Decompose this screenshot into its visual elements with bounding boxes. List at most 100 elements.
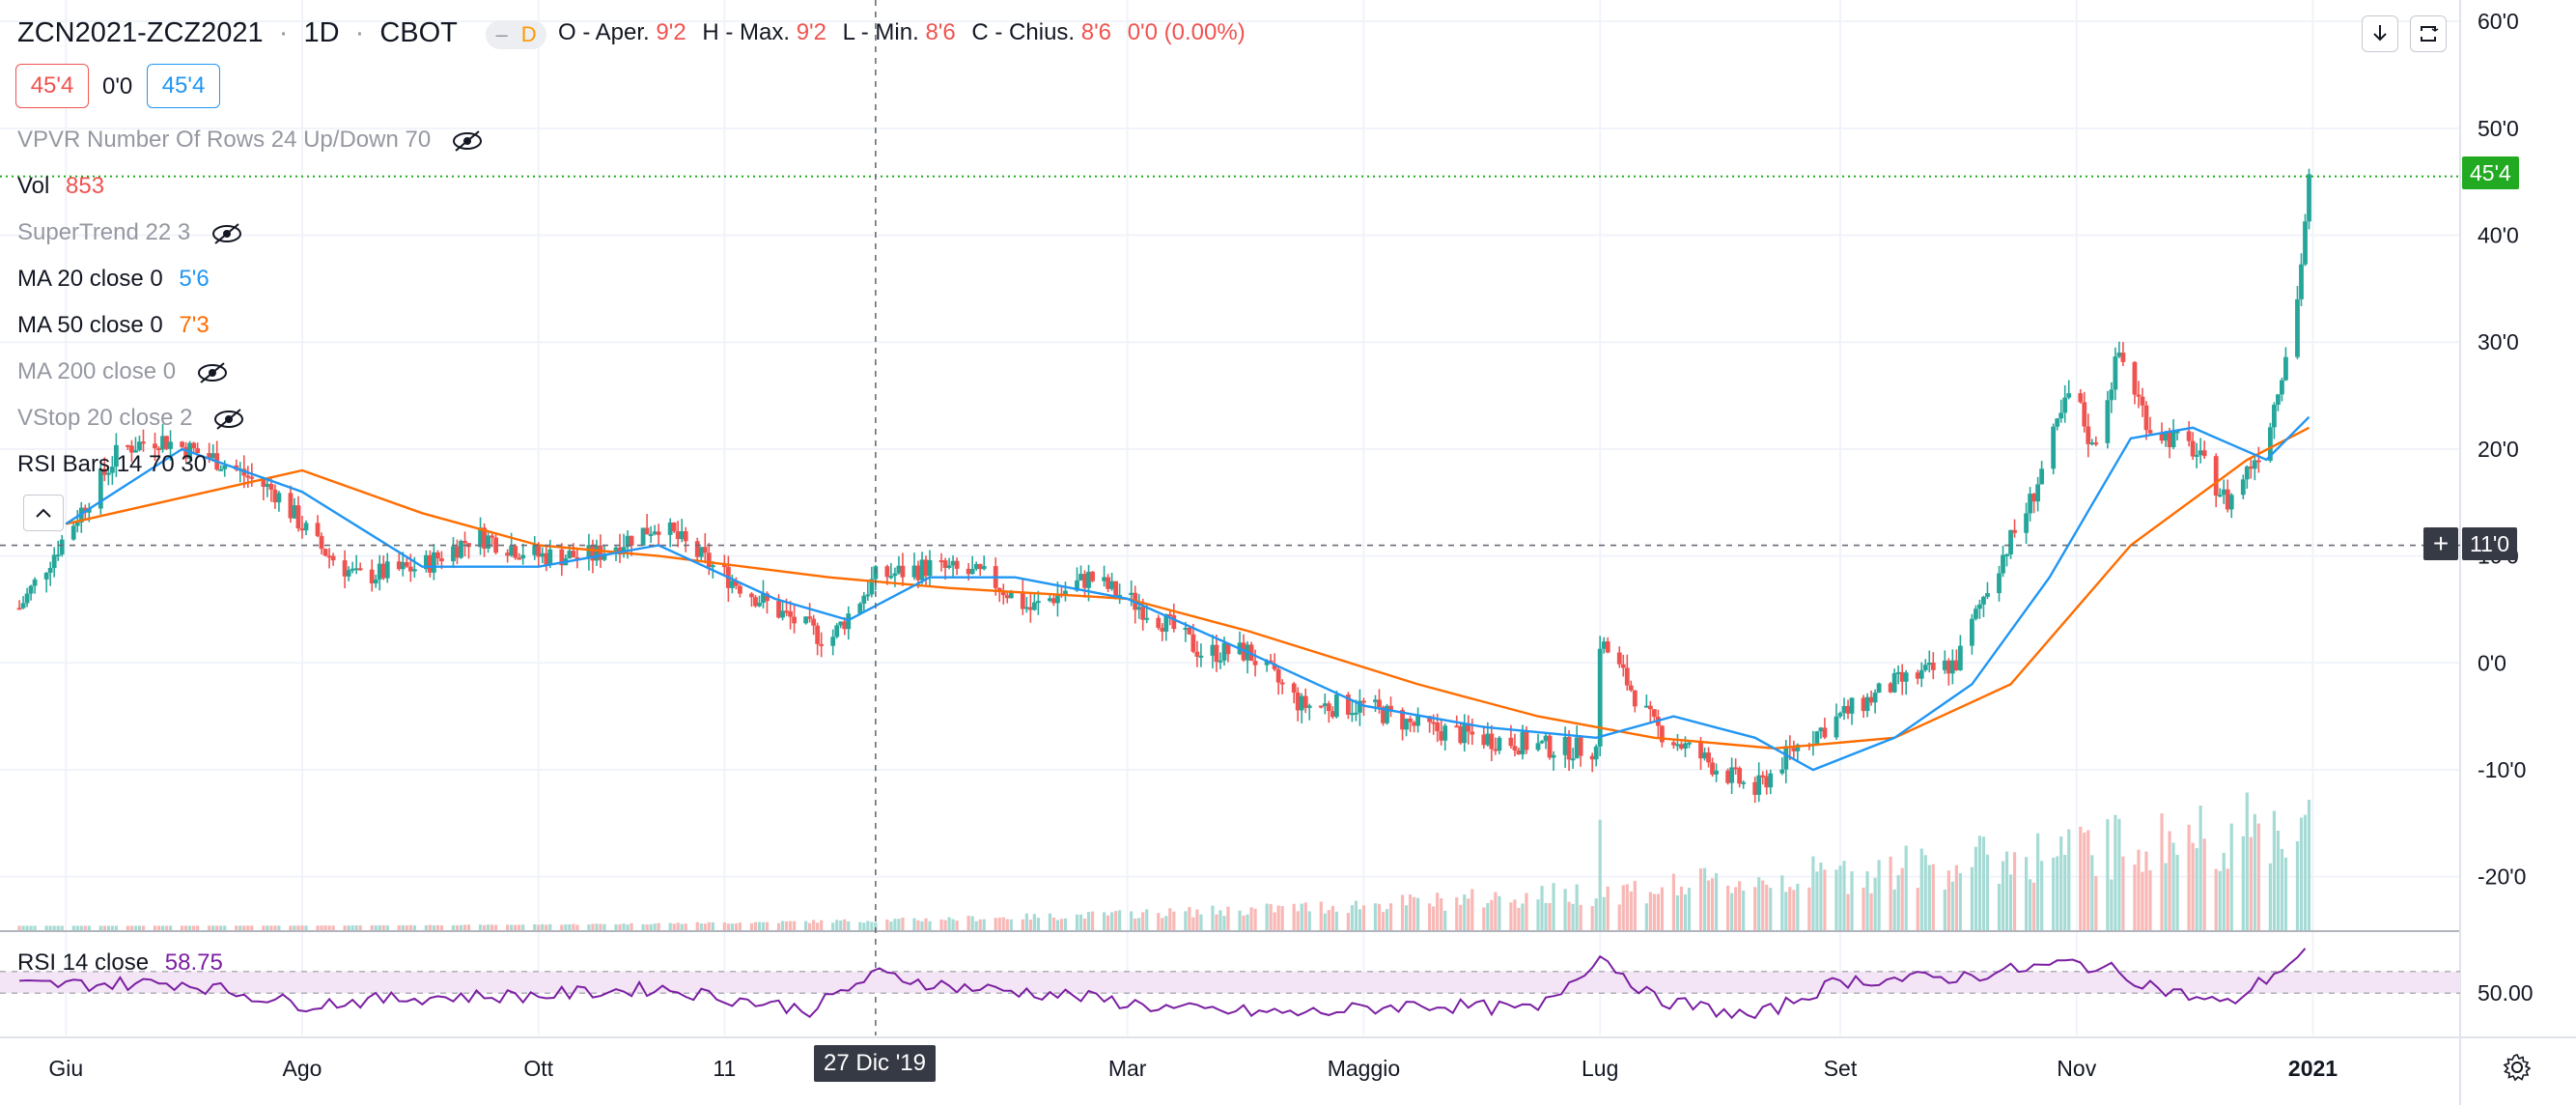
candle-body bbox=[1330, 711, 1335, 718]
add-alert-button[interactable]: + bbox=[2423, 527, 2458, 560]
candle-body bbox=[1439, 731, 1444, 741]
indicator-supertrend[interactable]: SuperTrend 22 3 bbox=[17, 218, 243, 247]
volume-bar bbox=[916, 920, 920, 930]
ask-button[interactable]: 45'4 bbox=[147, 64, 220, 108]
volume-bar bbox=[874, 921, 878, 930]
volume-bar bbox=[87, 925, 91, 930]
candle-body bbox=[1462, 722, 1468, 744]
eye-hidden-icon[interactable] bbox=[212, 408, 245, 431]
candle-body bbox=[721, 565, 727, 568]
time-axis-label: Ott bbox=[523, 1056, 553, 1081]
volume-bar bbox=[1974, 846, 1978, 930]
candle-body bbox=[656, 531, 661, 535]
high-value: 9'2 bbox=[796, 19, 826, 45]
volume-bar bbox=[2214, 868, 2218, 930]
indicator-vpvr[interactable]: VPVR Number Of Rows 24 Up/Down 70 bbox=[17, 126, 484, 155]
mode-badge[interactable]: – D bbox=[486, 20, 546, 49]
candle-body bbox=[1497, 737, 1502, 751]
candle-body bbox=[1791, 748, 1797, 751]
volume-bar bbox=[2008, 874, 2013, 930]
fullscreen-button[interactable] bbox=[2410, 15, 2447, 52]
volume-bar bbox=[126, 925, 130, 930]
candle-body bbox=[513, 546, 518, 558]
low-value: 8'6 bbox=[925, 19, 956, 45]
volume-bar bbox=[1265, 903, 1269, 930]
candle-body bbox=[2267, 427, 2273, 461]
candle-body bbox=[765, 593, 770, 602]
exchange-label: CBOT bbox=[379, 17, 458, 48]
eye-hidden-icon[interactable] bbox=[196, 361, 229, 384]
volume-bar bbox=[2063, 854, 2067, 930]
indicator-ma50[interactable]: MA 50 close 0 7'3 bbox=[17, 311, 210, 340]
indicator-vol[interactable]: Vol 853 bbox=[17, 172, 104, 201]
candle-body bbox=[923, 559, 929, 577]
candle-body bbox=[1953, 660, 1959, 670]
collapse-legend-button[interactable] bbox=[23, 495, 64, 531]
volume-bar bbox=[83, 925, 87, 930]
volume-bar bbox=[808, 922, 812, 930]
volume-bar bbox=[1330, 905, 1334, 930]
candle-body bbox=[486, 535, 490, 549]
candle-body bbox=[265, 484, 270, 487]
volume-bar bbox=[29, 925, 33, 930]
volume-bar bbox=[331, 925, 335, 930]
volume-bar bbox=[1246, 914, 1249, 930]
volume-bar bbox=[316, 925, 320, 930]
candle-body bbox=[842, 621, 848, 630]
volume-bar bbox=[277, 925, 281, 930]
indicator-vstop[interactable]: VStop 20 close 2 bbox=[17, 404, 245, 433]
volume-bar bbox=[2141, 871, 2144, 930]
settings-button[interactable] bbox=[2501, 1051, 2534, 1084]
candle-body bbox=[55, 554, 61, 557]
volume-bar bbox=[784, 921, 789, 930]
bid-button[interactable]: 45'4 bbox=[15, 64, 89, 108]
candle-body bbox=[1055, 594, 1060, 604]
volume-bar bbox=[1215, 914, 1218, 930]
candle-body bbox=[2271, 404, 2277, 428]
volume-bar bbox=[1036, 918, 1040, 930]
candle-body bbox=[1194, 651, 1200, 657]
candle-body bbox=[520, 554, 526, 559]
candle-body bbox=[1302, 695, 1308, 708]
volume-bar bbox=[133, 925, 138, 930]
volume-bar bbox=[381, 924, 385, 930]
candle-body bbox=[2012, 529, 2017, 533]
candle-body bbox=[1868, 696, 1874, 703]
volume-bar bbox=[1218, 910, 1222, 930]
indicator-ma200[interactable]: MA 200 close 0 bbox=[17, 357, 229, 386]
candle-body bbox=[2167, 432, 2172, 447]
candle-body bbox=[1764, 776, 1770, 788]
candle-body bbox=[43, 572, 49, 580]
indicator-rsi-bars[interactable]: RSI Bars 14 70 30 bbox=[17, 450, 207, 479]
volume-bar bbox=[749, 922, 754, 930]
candle-body bbox=[1977, 604, 1982, 609]
candle-body bbox=[377, 563, 382, 580]
candle-body bbox=[753, 597, 758, 607]
volume-bar bbox=[699, 923, 703, 930]
candle-body bbox=[702, 547, 708, 553]
volume-bar bbox=[521, 924, 525, 930]
volume-bar bbox=[71, 925, 75, 930]
volume-bar bbox=[293, 925, 296, 930]
candle-body bbox=[1048, 598, 1052, 602]
volume-bar bbox=[1114, 911, 1118, 930]
candle-body bbox=[1210, 644, 1216, 656]
eye-hidden-icon[interactable] bbox=[451, 129, 484, 153]
download-button[interactable] bbox=[2362, 15, 2398, 52]
candle-body bbox=[451, 546, 456, 562]
candle-body bbox=[315, 523, 321, 536]
volume-bar bbox=[839, 921, 843, 930]
volume-bar bbox=[1660, 887, 1665, 930]
candle-body bbox=[1760, 775, 1766, 778]
volume-bar bbox=[2086, 830, 2090, 930]
volume-bar bbox=[1625, 884, 1629, 930]
volume-bar bbox=[1211, 905, 1215, 930]
candle-body bbox=[547, 549, 553, 566]
volume-bar bbox=[1432, 906, 1436, 930]
eye-hidden-icon[interactable] bbox=[210, 222, 243, 245]
indicator-ma20[interactable]: MA 20 close 0 5'6 bbox=[17, 265, 210, 294]
rsi-legend[interactable]: RSI 14 close 58.75 bbox=[17, 949, 223, 978]
candle-body bbox=[838, 621, 844, 626]
candle-body bbox=[2078, 393, 2084, 403]
